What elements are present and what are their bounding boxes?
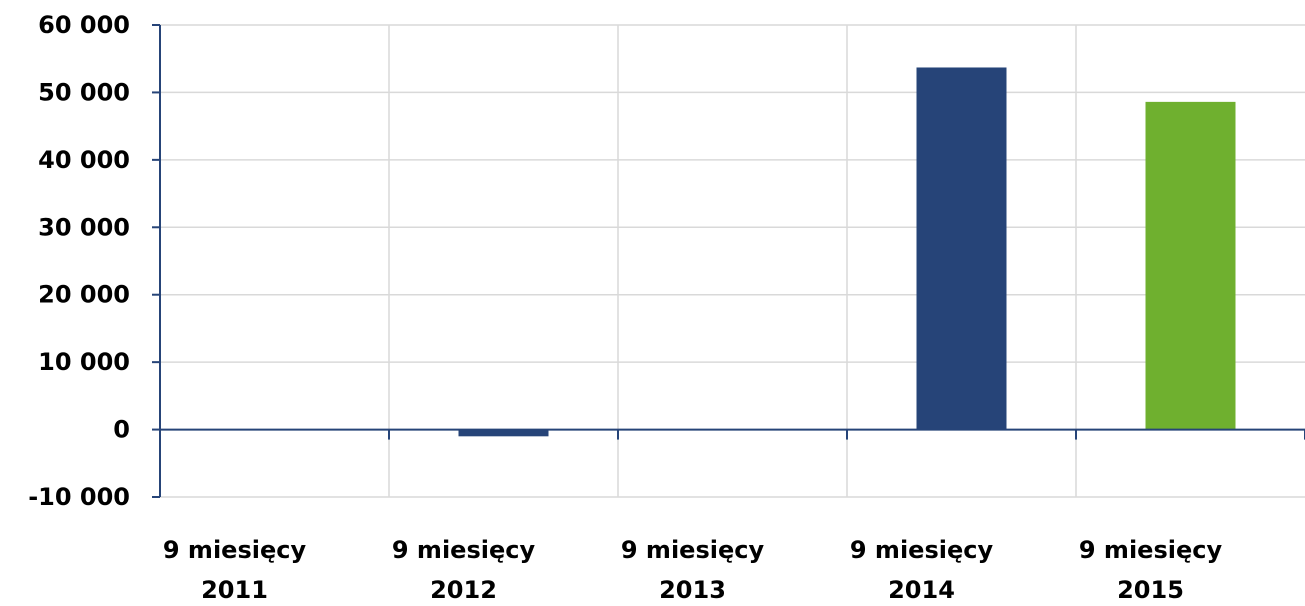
x-category-label: 2014 bbox=[888, 576, 955, 604]
bar-2012 bbox=[458, 429, 549, 437]
x-category-label: 9 miesięcy bbox=[1079, 536, 1223, 564]
x-category-label: 2011 bbox=[201, 576, 268, 604]
x-category-label: 9 miesięcy bbox=[392, 536, 536, 564]
y-tick-label: 20 000 bbox=[38, 281, 130, 309]
gridlines bbox=[160, 24, 1305, 498]
labels: -10 000 0 10 000 20 000 30 000 40 000 50 000 60… bbox=[28, 11, 1222, 604]
x-category-label: 2013 bbox=[659, 576, 726, 604]
bars bbox=[458, 67, 1236, 437]
y-tick-label: 30 000 bbox=[38, 213, 130, 241]
y-tick-label: 50 000 bbox=[38, 78, 130, 106]
x-category-label: 9 miesięcy bbox=[850, 536, 994, 564]
y-tick-label: 40 000 bbox=[38, 146, 130, 174]
y-tick-label: 60 000 bbox=[38, 11, 130, 39]
bar-2014 bbox=[916, 67, 1007, 430]
x-category-label: 9 miesięcy bbox=[621, 536, 765, 564]
x-category-label: 2015 bbox=[1117, 576, 1184, 604]
y-tick-label: -10 000 bbox=[28, 483, 130, 511]
y-tick-label: 0 bbox=[113, 416, 130, 444]
axes bbox=[152, 24, 1305, 498]
bar-2015 bbox=[1145, 101, 1236, 430]
y-tick-label: 10 000 bbox=[38, 348, 130, 376]
x-category-label: 2012 bbox=[430, 576, 497, 604]
x-category-label: 9 miesięcy bbox=[163, 536, 307, 564]
